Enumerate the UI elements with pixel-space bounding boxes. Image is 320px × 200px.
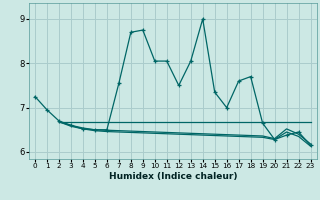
X-axis label: Humidex (Indice chaleur): Humidex (Indice chaleur) [108,172,237,181]
